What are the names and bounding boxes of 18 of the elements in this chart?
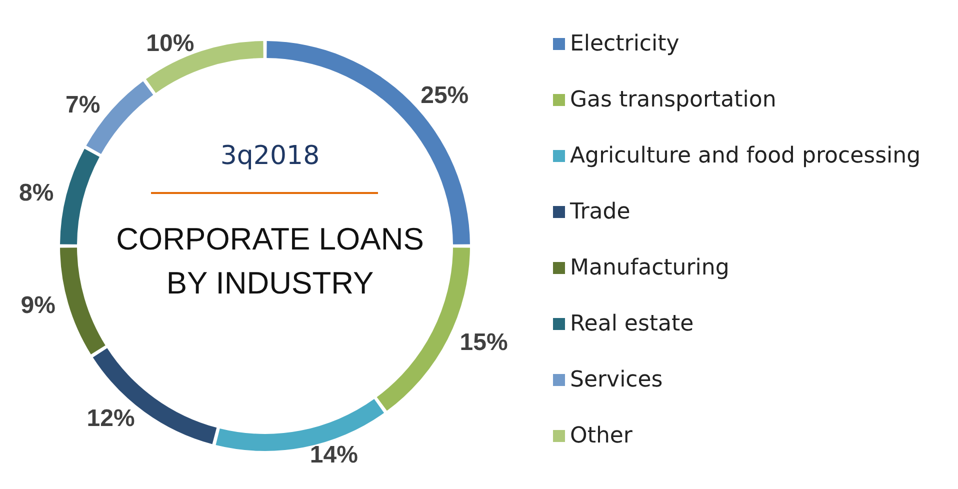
data-label: 15% bbox=[460, 329, 508, 356]
data-label: 7% bbox=[66, 92, 100, 119]
data-label: 10% bbox=[146, 30, 194, 57]
legend-label: Agriculture and food processing bbox=[570, 144, 921, 168]
data-label: 25% bbox=[420, 82, 469, 109]
text: 3q2018 bbox=[220, 141, 320, 171]
text: CORPORATE LOANS BY INDUSTRY bbox=[116, 222, 424, 300]
legend-label: Trade bbox=[569, 200, 630, 224]
legend-label: Gas transportation bbox=[570, 88, 776, 112]
legend-label: Electricity bbox=[570, 32, 680, 56]
legend-label: Other bbox=[570, 424, 634, 448]
data-label: 9% bbox=[20, 292, 56, 319]
legend-label: Services bbox=[570, 368, 663, 392]
data-label: 14% bbox=[310, 442, 358, 469]
data-label: 8% bbox=[19, 180, 54, 207]
legend-label: Real estate bbox=[570, 312, 694, 336]
legend-label: Manufacturing bbox=[570, 256, 730, 280]
data-label: 12% bbox=[86, 404, 135, 432]
